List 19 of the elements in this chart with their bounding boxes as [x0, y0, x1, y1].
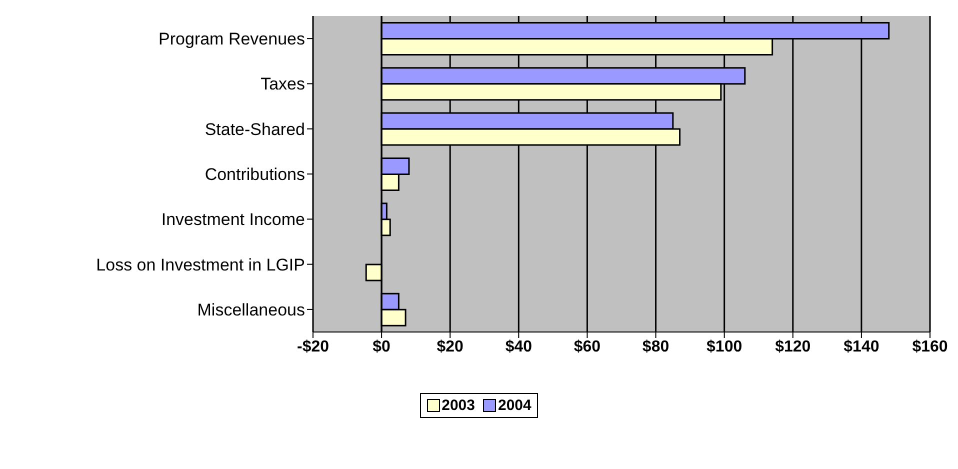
y-tick-label: Contributions [204, 165, 305, 184]
y-tick-label: Taxes [260, 74, 305, 94]
x-tick-label: $0 [372, 338, 391, 356]
y-tick-label: Investment Income [161, 210, 305, 230]
y-tick-label: Miscellaneous [197, 300, 305, 320]
legend-label: 2003 [440, 397, 475, 414]
x-tick-label: $80 [642, 338, 670, 356]
x-tick-label: $100 [706, 338, 742, 356]
x-tick-label: $20 [436, 338, 464, 356]
y-tick-label: Loss on Investment in LGIP [96, 255, 305, 274]
x-tick-label: $140 [844, 338, 880, 356]
legend-label: 2004 [497, 397, 532, 414]
y-tick-label: Program Revenues [158, 30, 305, 49]
x-tick-label: $160 [912, 338, 948, 356]
x-tick-label: $40 [505, 338, 532, 356]
y-tick-label: State-Shared [204, 120, 305, 139]
x-tick-label: $120 [775, 338, 811, 356]
x-tick-label: -$20 [296, 338, 330, 356]
x-tick-label: $60 [574, 338, 601, 356]
